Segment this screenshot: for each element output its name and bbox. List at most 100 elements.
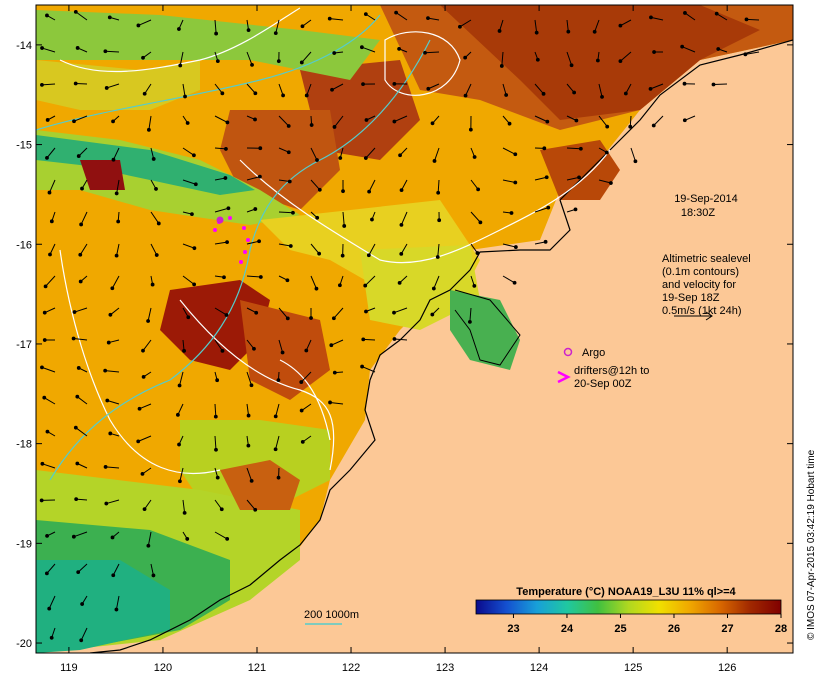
velocity-arrow-head-icon bbox=[435, 255, 440, 259]
velocity-arrow-head-icon bbox=[246, 413, 251, 418]
velocity-arrow bbox=[77, 396, 88, 405]
velocity-arrow-head-icon bbox=[76, 154, 81, 158]
velocity-arrow bbox=[433, 275, 440, 289]
velocity-arrow bbox=[182, 499, 186, 513]
velocity-arrow bbox=[331, 83, 344, 91]
velocity-arrow-head-icon bbox=[224, 313, 229, 317]
velocity-arrow bbox=[41, 47, 56, 53]
velocity-arrow bbox=[534, 19, 538, 33]
velocity-arrow bbox=[42, 463, 56, 469]
velocity-arrow bbox=[214, 207, 229, 213]
velocity-arrow bbox=[139, 403, 152, 410]
velocity-arrow-head-icon bbox=[142, 91, 147, 96]
velocity-arrow-head-icon bbox=[75, 461, 80, 466]
argo-legend-label: Argo bbox=[582, 347, 605, 359]
velocity-arrow-head-icon bbox=[332, 51, 337, 55]
velocity-arrow bbox=[368, 243, 376, 256]
velocity-arrow-head-icon bbox=[363, 283, 368, 288]
velocity-arrow-head-icon bbox=[683, 11, 687, 15]
y-tick-label: -17 bbox=[16, 339, 32, 351]
velocity-arrow bbox=[394, 338, 408, 341]
velocity-arrow-head-icon bbox=[458, 24, 462, 29]
velocity-arrow bbox=[501, 51, 504, 66]
velocity-arrow-head-icon bbox=[472, 155, 477, 159]
velocity-arrow-head-icon bbox=[285, 316, 290, 321]
velocity-arrow-head-icon bbox=[513, 152, 518, 157]
velocity-arrow-head-icon bbox=[246, 28, 251, 33]
velocity-arrow-head-icon bbox=[392, 310, 396, 315]
velocity-arrow bbox=[716, 13, 728, 21]
velocity-arrow-head-icon bbox=[141, 348, 145, 353]
velocity-arrow bbox=[116, 243, 120, 256]
velocity-arrow-head-icon bbox=[253, 507, 258, 512]
velocity-arrow-head-icon bbox=[40, 83, 44, 87]
velocity-arrow bbox=[77, 563, 88, 573]
velocity-arrow-head-icon bbox=[618, 23, 623, 28]
velocity-arrow bbox=[75, 427, 88, 437]
velocity-arrow-head-icon bbox=[75, 46, 80, 50]
velocity-arrows bbox=[39, 9, 760, 643]
velocity-arrow-head-icon bbox=[363, 156, 368, 160]
velocity-arrow-head-icon bbox=[315, 158, 319, 162]
velocity-arrow-head-icon bbox=[182, 510, 187, 515]
velocity-arrow-head-icon bbox=[273, 447, 278, 452]
velocity-arrow bbox=[278, 307, 289, 319]
velocity-arrow bbox=[150, 211, 160, 224]
velocity-arrow-head-icon bbox=[249, 383, 254, 388]
velocity-arrow-head-icon bbox=[397, 280, 402, 285]
map-time: 18:30Z bbox=[681, 207, 716, 219]
velocity-arrow-head-icon bbox=[608, 181, 613, 185]
velocity-arrow bbox=[361, 366, 376, 373]
velocity-arrow bbox=[147, 531, 152, 546]
velocity-arrow-head-icon bbox=[177, 383, 182, 388]
velocity-arrow bbox=[106, 499, 120, 505]
y-axis: -14 -15 -16 -17 -18 -19 -20 bbox=[16, 40, 793, 650]
velocity-arrow-head-icon bbox=[574, 118, 579, 123]
velocity-arrow-head-icon bbox=[40, 46, 44, 50]
velocity-arrow-head-icon bbox=[392, 81, 397, 86]
velocity-arrow-head-icon bbox=[176, 412, 180, 417]
velocity-arrow bbox=[502, 83, 507, 96]
velocity-arrow-head-icon bbox=[291, 210, 295, 215]
x-tick-label: 122 bbox=[342, 662, 360, 674]
velocity-arrow-head-icon bbox=[250, 62, 254, 67]
velocity-arrow-head-icon bbox=[257, 239, 261, 244]
velocity-arrow-head-icon bbox=[252, 346, 256, 351]
velocity-arrow-head-icon bbox=[220, 91, 225, 96]
velocity-arrow-head-icon bbox=[253, 91, 258, 96]
velocity-arrow bbox=[48, 595, 56, 609]
velocity-arrow bbox=[150, 563, 154, 576]
velocity-arrow-head-icon bbox=[300, 439, 305, 444]
velocity-arrow-head-icon bbox=[146, 127, 151, 132]
velocity-arrow bbox=[214, 403, 217, 417]
velocity-arrow-head-icon bbox=[542, 146, 547, 151]
velocity-arrow bbox=[246, 275, 261, 278]
colorbar-title: Temperature (°C) NOAA19_L3U 11% ql>=4 bbox=[516, 586, 736, 598]
velocity-arrow-head-icon bbox=[497, 29, 502, 33]
velocity-arrow bbox=[142, 339, 152, 351]
velocity-arrow-head-icon bbox=[478, 220, 483, 225]
velocity-arrow bbox=[75, 11, 88, 21]
velocity-arrow-head-icon bbox=[214, 31, 219, 36]
velocity-arrow-head-icon bbox=[78, 252, 83, 257]
velocity-arrow bbox=[459, 19, 472, 28]
velocity-arrow-head-icon bbox=[78, 279, 83, 284]
velocity-arrow bbox=[650, 83, 664, 90]
velocity-arrow-head-icon bbox=[39, 498, 44, 503]
velocity-arrow bbox=[566, 19, 569, 32]
velocity-arrow-head-icon bbox=[73, 425, 78, 430]
velocity-arrow-head-icon bbox=[541, 91, 546, 96]
velocity-arrow-head-icon bbox=[475, 251, 480, 255]
velocity-arrow bbox=[334, 115, 344, 128]
velocity-arrow-head-icon bbox=[651, 123, 656, 128]
velocity-arrow-head-icon bbox=[177, 27, 181, 31]
velocity-arrow-head-icon bbox=[300, 24, 305, 29]
argo-legend-icon bbox=[563, 347, 573, 357]
velocity-arrow-head-icon bbox=[136, 439, 141, 444]
legend: Argo drifters@12h to 20-Sep 00Z bbox=[557, 347, 649, 390]
velocity-arrow-head-icon bbox=[544, 175, 549, 180]
velocity-arrow-head-icon bbox=[72, 310, 77, 314]
velocity-arrow bbox=[653, 115, 664, 126]
velocity-arrow bbox=[502, 243, 516, 248]
velocity-arrow bbox=[470, 179, 479, 190]
